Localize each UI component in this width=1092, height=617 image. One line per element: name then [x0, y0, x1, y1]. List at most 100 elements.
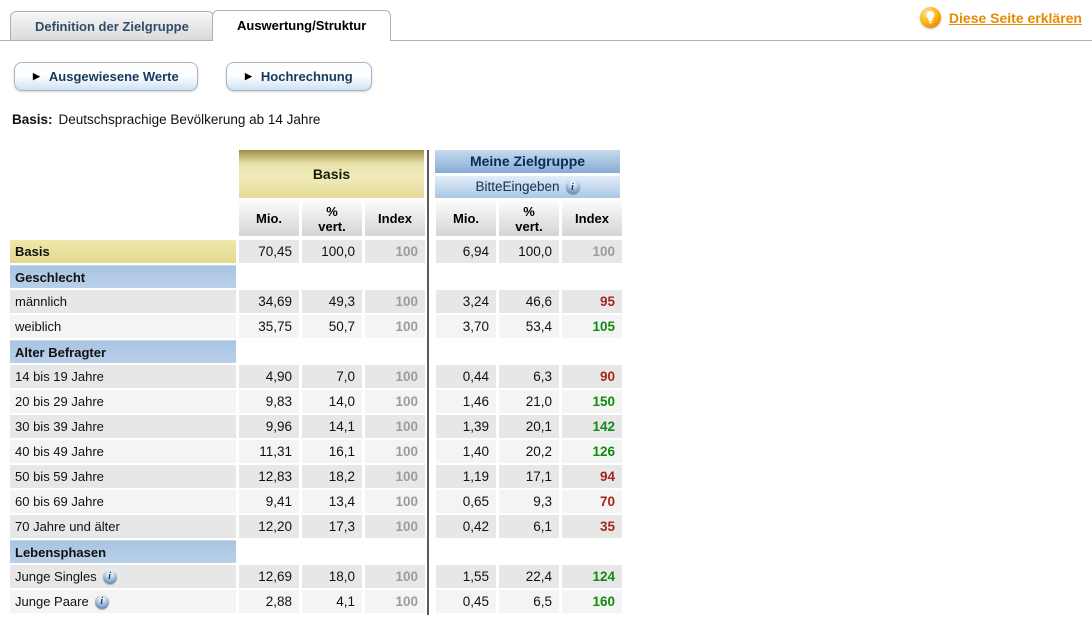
percent-value: 6,1 — [499, 515, 559, 538]
percent-value: 14,1 — [302, 415, 362, 438]
percent-value: 13,4 — [302, 490, 362, 513]
ausgewiesene-werte-button[interactable]: ▶ Ausgewiesene Werte — [14, 62, 198, 91]
mio-value: 70,45 — [239, 240, 299, 263]
info-icon[interactable]: i — [94, 594, 109, 609]
row-label-text: Basis — [15, 244, 50, 259]
row-label-text: 30 bis 39 Jahre — [15, 419, 104, 434]
hochrechnung-button[interactable]: ▶ Hochrechnung — [226, 62, 372, 91]
index-value: 95 — [562, 290, 622, 313]
basis-value: Deutschsprachige Bevölkerung ab 14 Jahre — [58, 112, 321, 127]
mio-value: 2,88 — [239, 590, 299, 613]
table-row: männlich 34,69 49,3 100 3,24 46,6 95 — [10, 290, 622, 313]
index-value: 100 — [365, 365, 425, 388]
index-value: 160 — [562, 590, 622, 613]
hochrechnung-label: Hochrechnung — [260, 69, 353, 84]
mio-value: 1,55 — [436, 565, 496, 588]
ausgewiesene-werte-label: Ausgewiesene Werte — [48, 69, 179, 84]
percent-value: 46,6 — [499, 290, 559, 313]
mio-value: 9,96 — [239, 415, 299, 438]
row-label: weiblich — [10, 315, 236, 338]
structure-table: Basis Meine Zielgruppe BitteEingeben i M… — [10, 150, 622, 615]
index-value: 70 — [562, 490, 622, 513]
section-row: Geschlecht — [10, 265, 620, 288]
table-row: 70 Jahre und älter 12,20 17,3 100 0,42 6,1 35 — [10, 515, 622, 538]
row-label-text: Alter Befragter — [15, 344, 107, 360]
row-label-text: 70 Jahre und älter — [15, 519, 120, 534]
mio-value: 0,42 — [436, 515, 496, 538]
percent-value: 22,4 — [499, 565, 559, 588]
percent-value: 14,0 — [302, 390, 362, 413]
column-header-mio: Mio. — [436, 201, 496, 236]
triangle-right-icon: ▶ — [245, 71, 252, 81]
index-value: 126 — [562, 440, 622, 463]
index-value: 100 — [365, 515, 425, 538]
mio-value: 1,46 — [436, 390, 496, 413]
lightbulb-icon[interactable] — [919, 7, 941, 28]
tab-auswertung-struktur[interactable]: Auswertung/Struktur — [212, 10, 392, 41]
table-row: 20 bis 29 Jahre 9,83 14,0 100 1,46 21,0 150 — [10, 390, 622, 413]
basis-group-header: Basis — [239, 150, 424, 198]
index-value: 100 — [365, 240, 425, 263]
mio-value: 1,40 — [436, 440, 496, 463]
index-value: 100 — [365, 565, 425, 588]
section-row: Alter Befragter — [10, 340, 620, 363]
table-row: weiblich 35,75 50,7 100 3,70 53,4 105 — [10, 315, 622, 338]
index-value: 94 — [562, 465, 622, 488]
index-value: 100 — [365, 590, 425, 613]
mio-value: 0,44 — [436, 365, 496, 388]
percent-value: 50,7 — [302, 315, 362, 338]
index-value: 100 — [365, 290, 425, 313]
mio-value: 6,94 — [436, 240, 496, 263]
index-value: 100 — [562, 240, 622, 263]
percent-value: 18,2 — [302, 465, 362, 488]
percent-value: 17,1 — [499, 465, 559, 488]
row-label: Lebensphasen — [10, 540, 236, 563]
basis-label: Basis: — [12, 112, 53, 127]
tab-definition-der-zielgruppe[interactable]: Definition der Zielgruppe — [10, 11, 214, 41]
row-label: 40 bis 49 Jahre — [10, 440, 236, 463]
row-label-text: Junge Singles — [15, 569, 97, 584]
target-group-title: Meine Zielgruppe — [435, 150, 620, 173]
row-label: Alter Befragter — [10, 340, 236, 363]
tab-bar-divider — [0, 40, 1092, 41]
percent-value: 9,3 — [499, 490, 559, 513]
percent-value: 49,3 — [302, 290, 362, 313]
mio-value: 9,83 — [239, 390, 299, 413]
index-value: 124 — [562, 565, 622, 588]
mio-value: 9,41 — [239, 490, 299, 513]
help-area: Diese Seite erklären — [919, 7, 1082, 28]
percent-value: 16,1 — [302, 440, 362, 463]
percent-value: 7,0 — [302, 365, 362, 388]
section-row: Lebensphasen — [10, 540, 620, 563]
mio-value: 11,31 — [239, 440, 299, 463]
index-value: 90 — [562, 365, 622, 388]
row-label: 30 bis 39 Jahre — [10, 415, 236, 438]
index-value: 100 — [365, 440, 425, 463]
column-header-mio: Mio. — [239, 201, 299, 236]
mio-value: 12,20 — [239, 515, 299, 538]
row-label-text: 50 bis 59 Jahre — [15, 469, 104, 484]
percent-value: 18,0 — [302, 565, 362, 588]
info-icon[interactable]: i — [565, 180, 580, 194]
row-label: Junge Paare i — [10, 590, 236, 613]
row-label: 14 bis 19 Jahre — [10, 365, 236, 388]
table-row: 30 bis 39 Jahre 9,96 14,1 100 1,39 20,1 142 — [10, 415, 622, 438]
info-icon[interactable]: i — [102, 569, 117, 584]
row-label: Basis — [10, 240, 236, 263]
index-value: 100 — [365, 465, 425, 488]
row-label: Geschlecht — [10, 265, 236, 288]
mio-value: 0,45 — [436, 590, 496, 613]
explain-page-link[interactable]: Diese Seite erklären — [948, 9, 1082, 26]
table-row: Basis 70,45 100,0 100 6,94 100,0 100 — [10, 240, 622, 263]
percent-value: 6,5 — [499, 590, 559, 613]
row-label-text: Geschlecht — [15, 269, 86, 285]
percent-value: 20,2 — [499, 440, 559, 463]
index-value: 150 — [562, 390, 622, 413]
row-label: 70 Jahre und älter — [10, 515, 236, 538]
percent-value: 4,1 — [302, 590, 362, 613]
row-label: 20 bis 29 Jahre — [10, 390, 236, 413]
mio-value: 12,69 — [239, 565, 299, 588]
mio-value: 12,83 — [239, 465, 299, 488]
group-divider-line — [427, 150, 429, 615]
row-label-text: weiblich — [15, 319, 62, 334]
